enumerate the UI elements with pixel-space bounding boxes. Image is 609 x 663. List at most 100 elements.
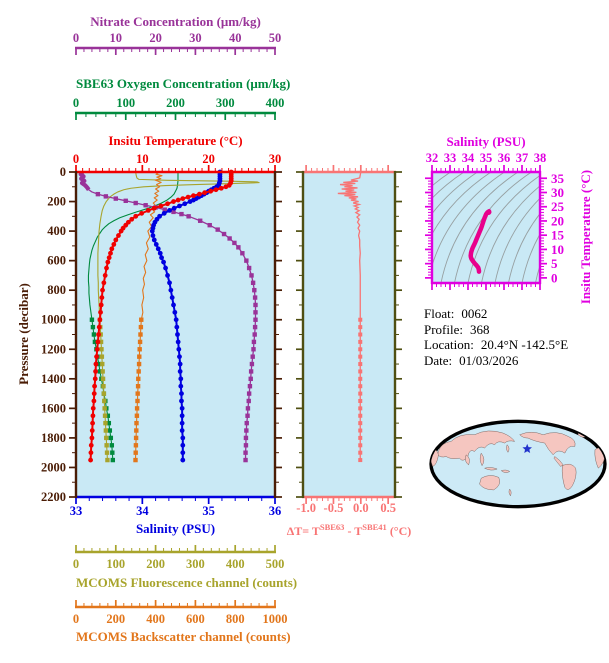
float-label: Float:	[424, 306, 455, 321]
svg-text:600: 600	[47, 254, 66, 268]
svg-text:2200: 2200	[41, 490, 66, 504]
svg-text:15: 15	[551, 228, 565, 243]
date-line: Date: 01/03/2026	[424, 353, 568, 369]
date-label: Date:	[424, 352, 453, 368]
svg-text:20: 20	[202, 152, 215, 166]
svg-text:100: 100	[116, 96, 135, 110]
svg-text:400: 400	[226, 557, 245, 571]
svg-text:400: 400	[146, 612, 165, 626]
series-nitrate	[78, 170, 258, 463]
location-label: Location:	[424, 337, 474, 352]
svg-text:38: 38	[534, 151, 547, 165]
svg-text:800: 800	[226, 612, 245, 626]
float-id-line: Float: 0062	[424, 306, 568, 322]
svg-text:400: 400	[47, 224, 66, 238]
svg-text:34: 34	[136, 504, 149, 518]
svg-text:20: 20	[551, 213, 564, 228]
svg-text:0: 0	[551, 270, 558, 285]
svg-text:300: 300	[216, 96, 235, 110]
axis	[75, 46, 276, 55]
axis	[75, 545, 276, 554]
series-ts-profile	[468, 209, 492, 274]
date-value: 01/03/2026	[459, 352, 519, 368]
location-line: Location: 20.4°N -142.5°E	[424, 337, 568, 353]
svg-text:32: 32	[426, 151, 439, 165]
svg-text:600: 600	[186, 612, 205, 626]
temperature-axis-title: Insitu Temperature (°C)	[108, 133, 243, 148]
delta-t-title-part: - T	[344, 524, 363, 538]
svg-text:500: 500	[266, 557, 285, 571]
svg-text:1600: 1600	[41, 401, 66, 415]
svg-text:10: 10	[110, 31, 123, 45]
svg-text:0: 0	[73, 612, 79, 626]
world-map	[429, 419, 607, 509]
axis	[75, 600, 276, 609]
axis	[302, 165, 396, 174]
delta-t-sup-sbe41: SBE41	[362, 522, 387, 532]
svg-text:33: 33	[444, 151, 457, 165]
svg-text:400: 400	[266, 96, 285, 110]
delta-t-title-part: (°C)	[386, 524, 412, 538]
delta-t-plot-bg	[303, 172, 395, 497]
svg-text:0: 0	[60, 165, 66, 179]
profile-label: Profile:	[424, 321, 463, 337]
axis	[431, 165, 541, 174]
axis	[431, 281, 541, 290]
profile-value: 368	[470, 321, 490, 337]
svg-text:25: 25	[551, 199, 565, 214]
float-info: Float: 0062 Profile: 368 Location: 20.4°N -…	[424, 306, 568, 368]
svg-text:10: 10	[136, 152, 149, 166]
delta-t-sup-sbe63: SBE63	[319, 522, 345, 532]
svg-text:34: 34	[462, 151, 475, 165]
series-salinity	[149, 169, 223, 463]
svg-text:1000: 1000	[263, 612, 288, 626]
svg-text:35: 35	[551, 171, 565, 186]
salinity-axis-title: Salinity (PSU)	[135, 521, 216, 536]
delta-t-axis-title: ΔT= TSBE63 - TSBE41 (°C)	[284, 520, 414, 538]
svg-text:37: 37	[516, 151, 529, 165]
axis	[75, 165, 276, 174]
ts-salinity-axis-title: Salinity (PSU)	[446, 134, 526, 149]
nitrate-axis-title: Nitrate Concentration (μm/kg)	[90, 14, 261, 29]
ts-isopycnal-contours	[432, 172, 540, 283]
svg-text:0: 0	[73, 96, 79, 110]
svg-text:40: 40	[229, 31, 242, 45]
svg-text:200: 200	[47, 195, 66, 209]
axis	[302, 495, 396, 504]
svg-text:0.0: 0.0	[353, 501, 369, 515]
svg-text:800: 800	[47, 283, 66, 297]
svg-text:200: 200	[146, 557, 165, 571]
backscatter-axis-title: MCOMS Backscatter channel (counts)	[76, 629, 291, 644]
svg-text:0: 0	[73, 31, 79, 45]
delta-t-title-part: ΔT= T	[286, 524, 320, 538]
svg-text:30: 30	[551, 185, 564, 200]
svg-text:35: 35	[480, 151, 493, 165]
pressure-axis-title: Pressure (decibar)	[16, 283, 31, 385]
series-backscatter	[133, 171, 163, 463]
svg-text:-0.5: -0.5	[324, 501, 344, 515]
map-land	[431, 429, 605, 497]
float-value: 0062	[461, 306, 488, 321]
svg-text:-1.0: -1.0	[296, 501, 316, 515]
svg-text:200: 200	[166, 96, 185, 110]
svg-text:0: 0	[73, 557, 79, 571]
series-delta-t	[337, 171, 363, 463]
svg-text:36: 36	[269, 504, 282, 518]
float-location-star	[522, 443, 532, 454]
svg-text:1200: 1200	[41, 342, 66, 356]
svg-text:20: 20	[149, 31, 162, 45]
ts-temperature-axis-title: Insitu Temperature (°C)	[578, 169, 593, 305]
location-value: 20.4°N -142.5°E	[480, 337, 569, 352]
svg-text:5: 5	[551, 256, 558, 271]
svg-text:2000: 2000	[41, 460, 66, 474]
svg-text:1000: 1000	[41, 313, 66, 327]
svg-text:1400: 1400	[41, 372, 66, 386]
svg-text:0.5: 0.5	[380, 501, 396, 515]
axis	[75, 495, 276, 504]
fluorescence-axis-title: MCOMS Fluorescence channel (counts)	[76, 575, 298, 590]
svg-text:30: 30	[189, 31, 202, 45]
svg-text:0: 0	[73, 152, 79, 166]
svg-text:30: 30	[269, 152, 282, 166]
